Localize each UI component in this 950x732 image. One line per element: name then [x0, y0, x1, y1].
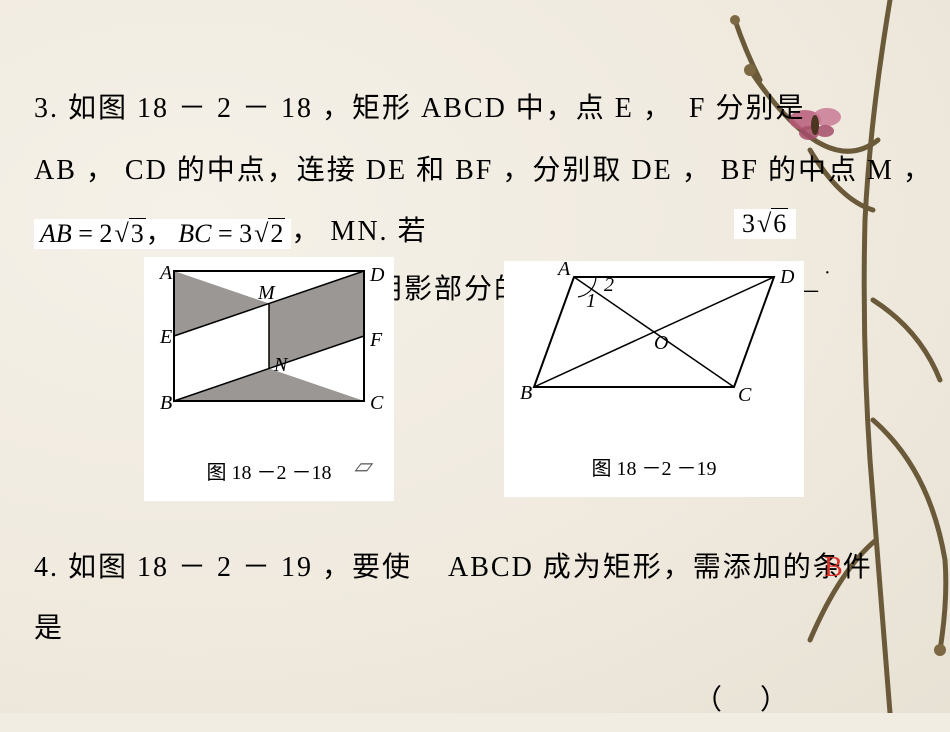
svg-text:A: A	[556, 261, 572, 280]
answer-q4: B	[824, 537, 845, 599]
q3-line2: AB ， CD 的中点，连接 DE 和 BF ，分别取 DE ， BF 的中点 …	[34, 140, 900, 202]
svg-text:B: B	[160, 392, 174, 414]
svg-text:C: C	[370, 392, 385, 414]
figure-18-2-19: A D B C O 1 2 图 18 －2 －19	[504, 261, 804, 498]
q3-dot: ·	[824, 251, 833, 295]
svg-text:1: 1	[586, 290, 598, 312]
svg-text:A: A	[158, 262, 174, 284]
page-content: 3. 如图 18 － 2 － 18 ，矩形 ABCD 中，点 E ， F 分别是…	[0, 0, 950, 732]
parallelogram-symbol-icon: ▱	[354, 442, 373, 490]
q4-paren: （ ）	[34, 670, 900, 732]
q3-line1: 3. 如图 18 － 2 － 18 ，矩形 ABCD 中，点 E ， F 分别是	[34, 78, 900, 140]
figures-row: 中阴影部分的面积为 — ·	[34, 265, 900, 495]
formula-ab-bc: AB = 23， BC = 32	[34, 219, 291, 249]
svg-text:F: F	[369, 329, 384, 351]
svg-text:E: E	[159, 326, 174, 348]
svg-text:D: D	[779, 266, 796, 288]
q3-line3-tail: ， MN. 若	[291, 216, 427, 247]
svg-text:B: B	[520, 382, 534, 404]
q4-line1: 4. 如图 18 － 2 － 19 ，要使 ABCD 成为矩形，需添加的条件 B	[34, 537, 900, 599]
answer-q3: 36	[734, 209, 796, 239]
svg-text:N: N	[273, 354, 289, 376]
svg-text:C: C	[738, 384, 753, 406]
svg-text:2: 2	[604, 274, 616, 296]
svg-text:M: M	[257, 282, 277, 304]
q4-line2: 是	[34, 598, 900, 660]
fig19-caption: 图 18 －2 －19	[504, 443, 804, 497]
svg-text:D: D	[369, 264, 386, 286]
q3-line3: AB = 23， BC = 32 ， MN. 若 36	[34, 201, 900, 263]
svg-text:O: O	[654, 332, 670, 354]
